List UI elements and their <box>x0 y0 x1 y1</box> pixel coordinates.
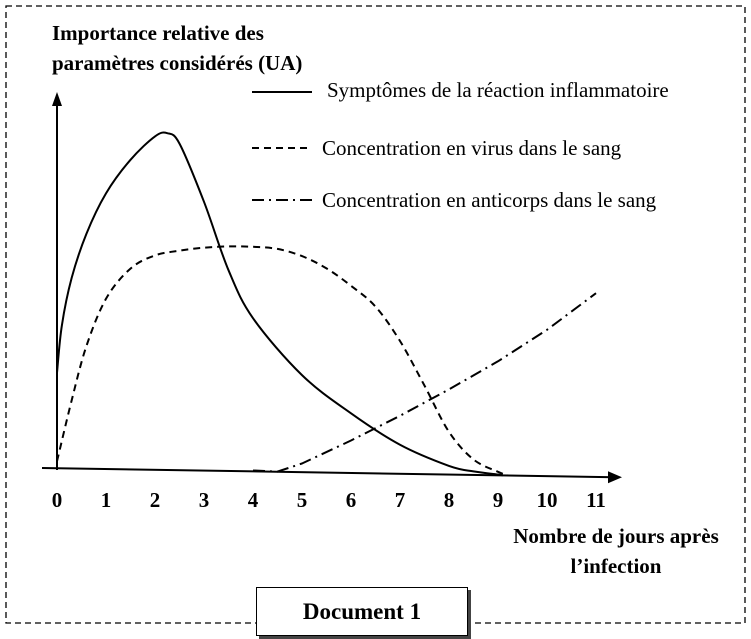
x-axis-label-line2: l’infection <box>570 554 662 578</box>
chart-series <box>56 131 597 477</box>
series-line-virus <box>56 245 509 477</box>
x-tick-labels: 0 1 2 3 4 5 6 7 8 9 10 11 <box>52 488 606 512</box>
x-axis-line <box>41 467 615 479</box>
chart-axes <box>41 92 622 484</box>
y-axis-label-line2: paramètres considérés (UA) <box>52 51 303 75</box>
x-tick-label: 11 <box>586 488 606 512</box>
legend-lines <box>252 91 312 201</box>
x-tick-label: 9 <box>493 488 504 512</box>
legend-label-virus: Concentration en virus dans le sang <box>322 136 622 160</box>
series-line-symptomes <box>56 131 504 477</box>
y-axis-label-line1: Importance relative des <box>52 21 264 45</box>
x-axis-arrow-icon <box>608 471 622 484</box>
x-tick-label: 2 <box>150 488 161 512</box>
x-axis-label-line1: Nombre de jours après <box>513 524 719 548</box>
y-axis-label: Importance relative des paramètres consi… <box>52 18 302 78</box>
x-tick-label: 6 <box>346 488 357 512</box>
x-axis-label: Nombre de jours après l’infection <box>491 521 741 581</box>
x-tick-label: 1 <box>101 488 112 512</box>
legend-label-symptomes: Symptômes de la réaction inflammatoire <box>327 78 669 102</box>
legend-label-anticorps: Concentration en anticorps dans le sang <box>322 188 657 212</box>
y-axis-arrow-icon <box>52 92 62 106</box>
x-tick-label: 4 <box>248 488 259 512</box>
series-line-anticorps <box>252 292 597 473</box>
x-tick-label: 8 <box>444 488 455 512</box>
document-label: Document 1 <box>302 598 422 624</box>
x-tick-label: 5 <box>297 488 308 512</box>
x-tick-label: 0 <box>52 488 63 512</box>
x-tick-label: 10 <box>537 488 558 512</box>
document-label-box: Document 1 <box>256 587 468 636</box>
x-tick-label: 3 <box>199 488 210 512</box>
x-tick-label: 7 <box>395 488 406 512</box>
